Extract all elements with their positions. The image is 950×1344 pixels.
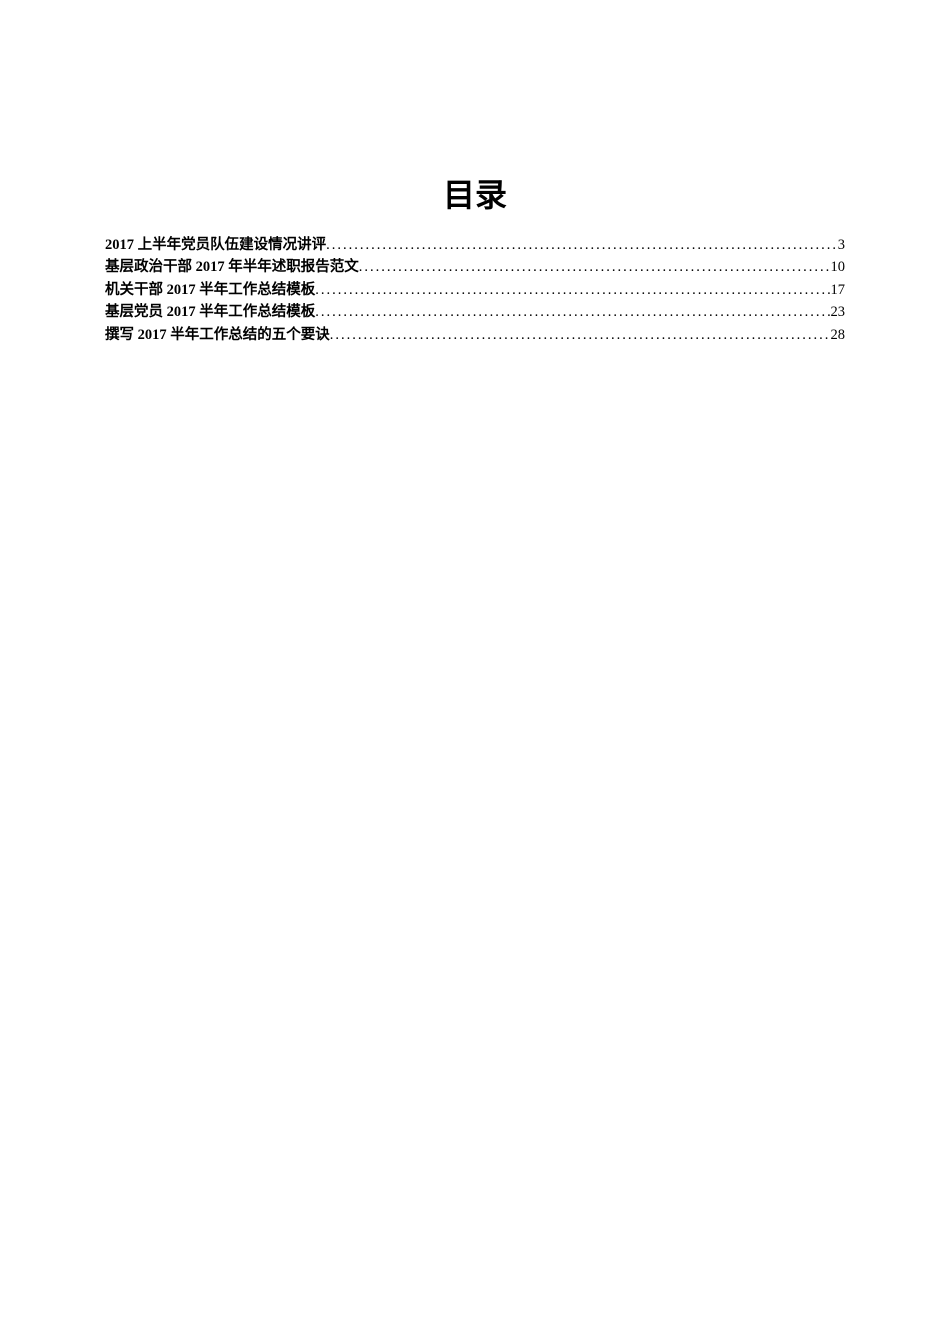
toc-entry-page: 3 xyxy=(838,234,845,256)
toc-entry-page: 23 xyxy=(831,301,846,323)
toc-leader-dots xyxy=(315,279,830,301)
toc-entry-page: 17 xyxy=(831,279,846,301)
toc-title: 目录 xyxy=(105,170,845,216)
toc-entry-text: 机关干部 2017 半年工作总结模板 xyxy=(105,279,315,301)
document-page: 目录 2017 上半年党员队伍建设情况讲评 3 基层政治干部 2017 年半年述… xyxy=(0,0,950,346)
toc-entry-page: 28 xyxy=(831,324,846,346)
toc-entry-text: 基层政治干部 2017 年半年述职报告范文 xyxy=(105,256,359,278)
toc-entry: 2017 上半年党员队伍建设情况讲评 3 xyxy=(105,234,845,256)
toc-entry: 机关干部 2017 半年工作总结模板 17 xyxy=(105,279,845,301)
toc-entry: 基层政治干部 2017 年半年述职报告范文 10 xyxy=(105,256,845,278)
toc-entry: 基层党员 2017 半年工作总结模板 23 xyxy=(105,301,845,323)
toc-entry: 撰写 2017 半年工作总结的五个要诀 28 xyxy=(105,324,845,346)
toc-leader-dots xyxy=(330,324,831,346)
toc-entry-text: 基层党员 2017 半年工作总结模板 xyxy=(105,301,315,323)
toc-leader-dots xyxy=(315,301,830,323)
toc-list: 2017 上半年党员队伍建设情况讲评 3 基层政治干部 2017 年半年述职报告… xyxy=(105,234,845,346)
toc-entry-page: 10 xyxy=(831,256,846,278)
toc-leader-dots xyxy=(326,234,838,256)
toc-entry-text: 2017 上半年党员队伍建设情况讲评 xyxy=(105,234,326,256)
toc-entry-text: 撰写 2017 半年工作总结的五个要诀 xyxy=(105,324,330,346)
toc-leader-dots xyxy=(359,256,831,278)
